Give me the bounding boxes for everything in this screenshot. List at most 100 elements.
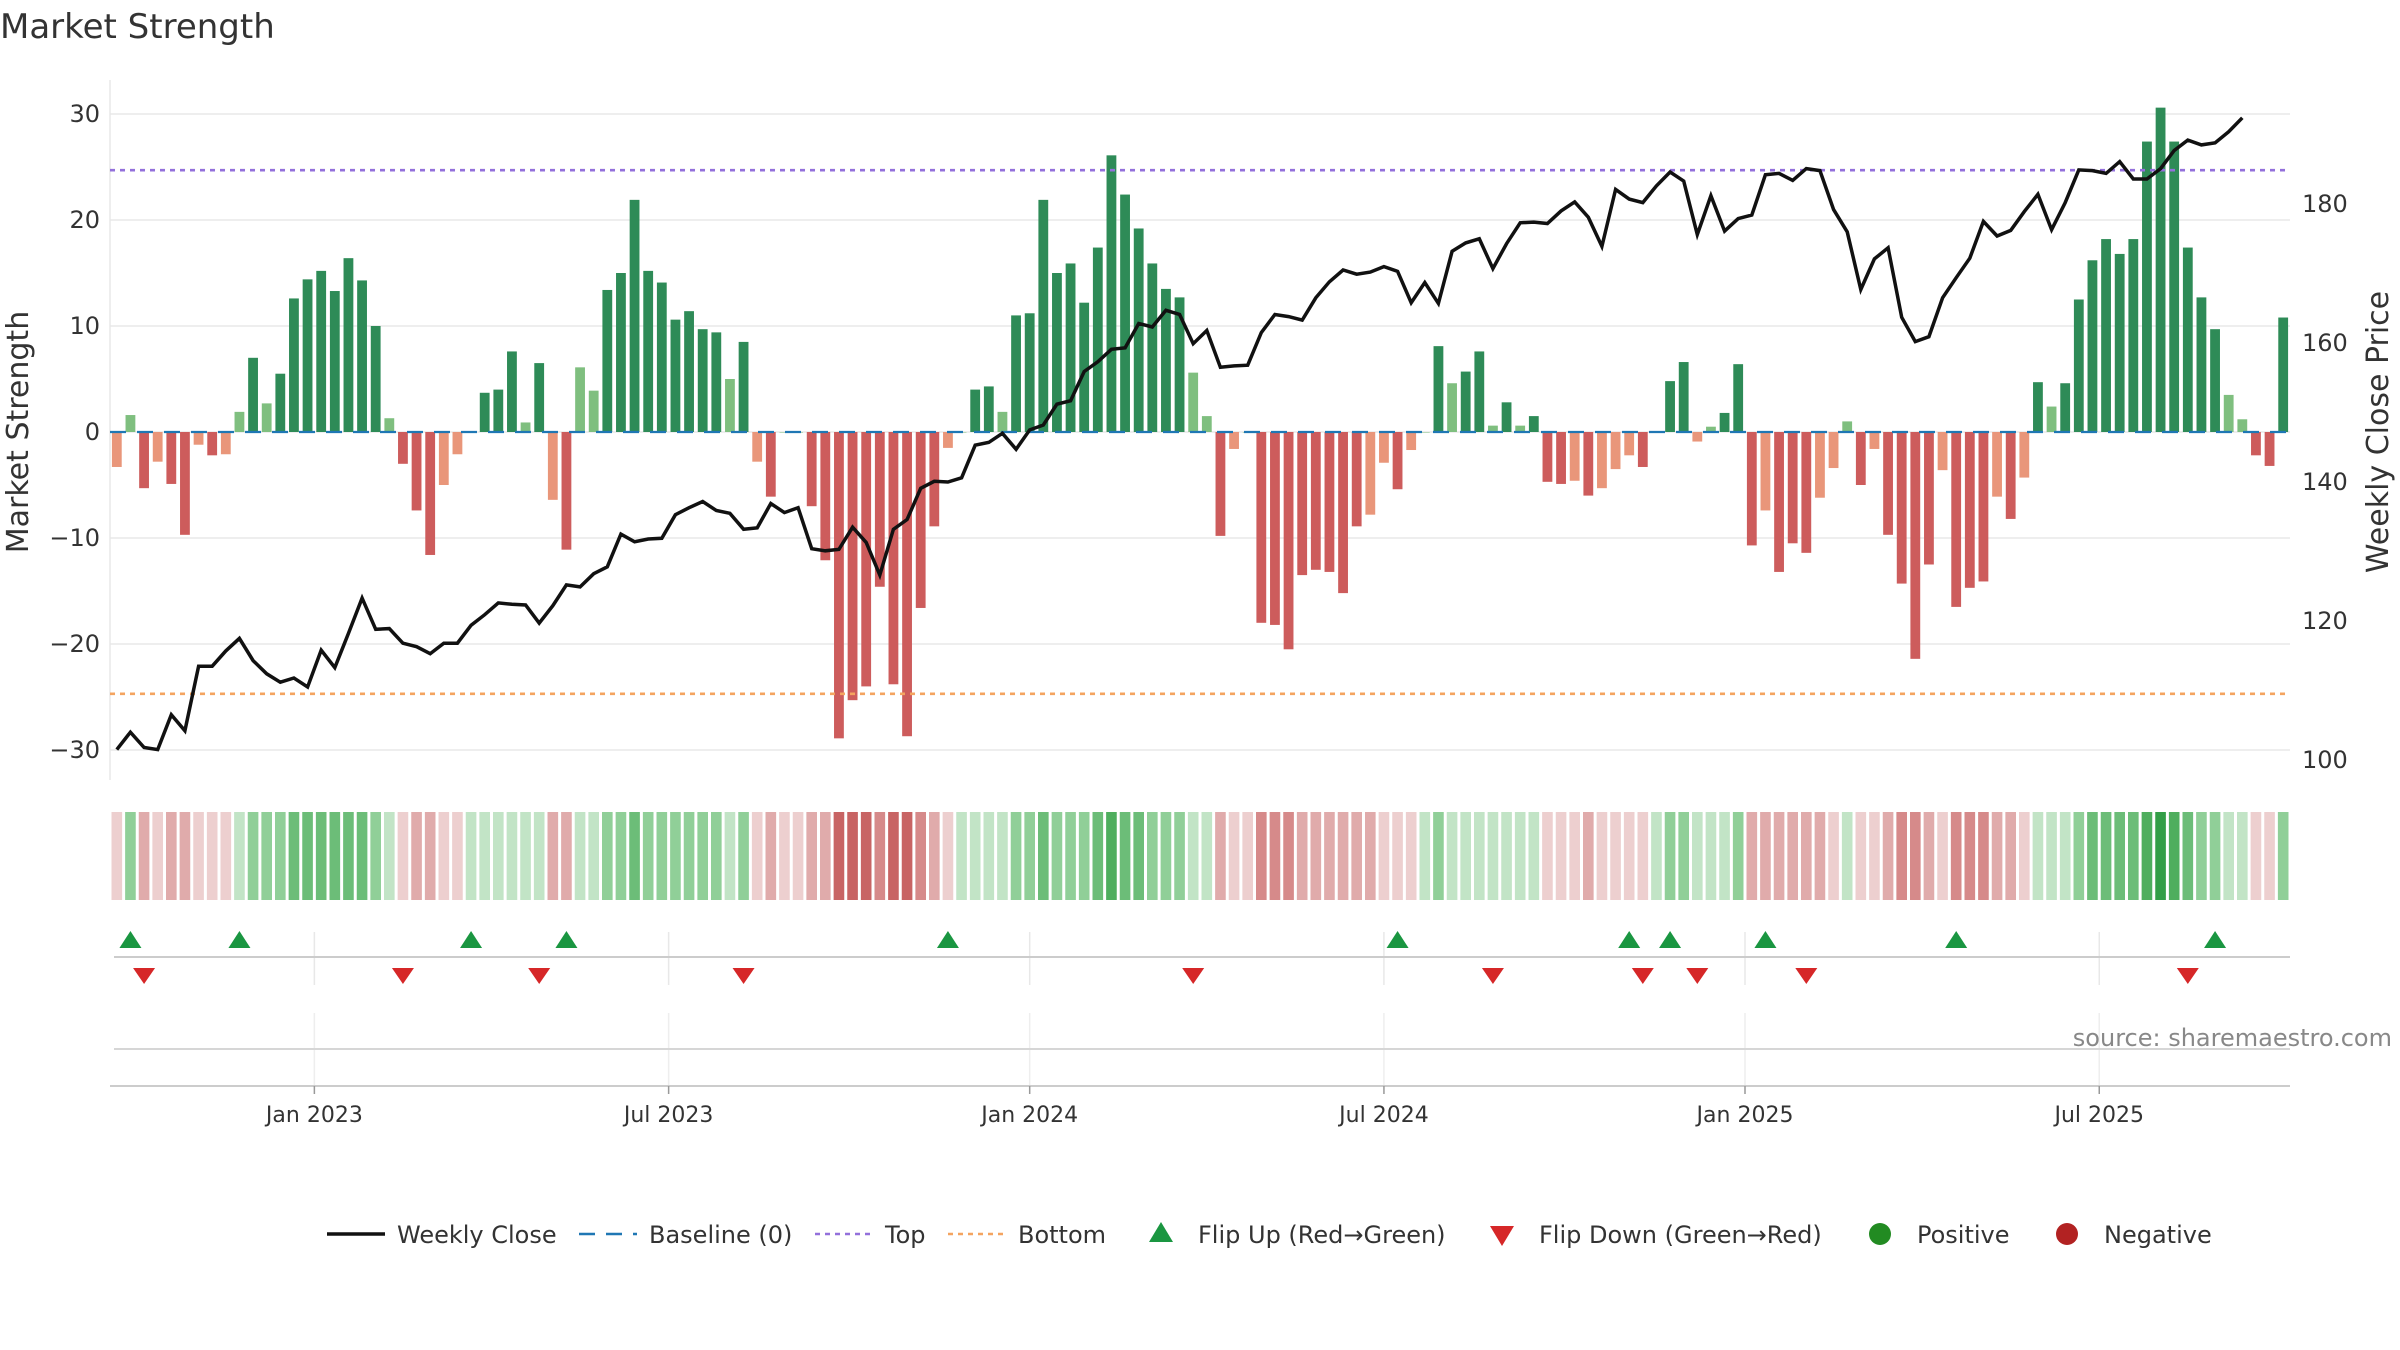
strength-bar-negative (1774, 432, 1784, 572)
rating-band-cell (1732, 812, 1744, 900)
rating-band-cell (1882, 812, 1894, 900)
rating-band-cell (424, 812, 436, 900)
x-tick-label: Jan 2024 (979, 1103, 1078, 1128)
y2-tick-label: 140 (2302, 468, 2348, 496)
strength-bar-positive (384, 418, 395, 432)
rating-band-cell (2196, 812, 2207, 900)
x-tick-label: Jul 2023 (622, 1103, 714, 1128)
strength-bar-positive (2033, 382, 2043, 432)
legend-item: Flip Up (Red→Green) (1149, 1221, 1446, 1249)
rating-band-cell (1991, 812, 2003, 900)
rating-band-cell (275, 812, 286, 900)
rating-band-cell (1555, 812, 1567, 900)
legend-item: Flip Down (Green→Red) (1490, 1221, 1822, 1249)
strength-bar-negative (438, 432, 449, 485)
strength-bar-positive (534, 363, 545, 432)
flip-up-marker (228, 931, 251, 948)
rating-band-cell (1460, 812, 1471, 900)
x-tick-label: Jul 2024 (1337, 1103, 1429, 1128)
flip-up-marker (1659, 931, 1682, 948)
rating-band-cell (1623, 812, 1635, 900)
rating-band-cell (1296, 812, 1308, 900)
rating-band-cell (384, 812, 395, 900)
strength-bar-negative (1624, 432, 1635, 456)
y-tick-label: 10 (69, 312, 100, 340)
strength-bar-negative (561, 432, 572, 550)
rating-band-cell (288, 812, 300, 900)
strength-bar-negative (1324, 432, 1335, 572)
weekly-close-line (115, 116, 2244, 752)
y2-axis-ticks: 180 160 140 120 100 (2302, 190, 2348, 774)
rating-band-cell (1051, 812, 1063, 900)
strength-bar-negative (207, 432, 218, 456)
strength-bar-positive (1038, 199, 1049, 432)
rating-band-cell (1310, 812, 1322, 900)
rating-band-cell (1910, 812, 1921, 900)
strength-bar-negative (1310, 432, 1321, 570)
strength-bar-negative (1392, 432, 1403, 490)
strength-bar-negative (1746, 432, 1757, 546)
flip-down-marker (2176, 968, 2199, 984)
strength-bar-positive (234, 411, 245, 432)
rating-band-cell (1719, 812, 1730, 900)
rating-band-cell (411, 812, 422, 900)
strength-bar-negative (1583, 432, 1594, 496)
rating-band-cell (1446, 812, 1458, 900)
rating-band-cell (888, 812, 899, 900)
strength-bar-positive (629, 199, 640, 432)
strength-bar-negative (220, 432, 231, 455)
rating-band-cell (2264, 812, 2275, 900)
rating-band-cell (969, 812, 981, 900)
lower-panel (110, 1013, 2290, 1087)
rating-band-cell (343, 812, 354, 900)
rating-band-cell (738, 812, 749, 900)
strength-bar-positive (1665, 381, 1675, 432)
rating-band-cell (2114, 812, 2125, 900)
rating-band-cell (1964, 812, 1976, 900)
flip-up-marker (460, 931, 483, 948)
strength-bar-negative (1883, 432, 1893, 535)
legend-flip-up-icon (1149, 1222, 1173, 1242)
strength-bar-negative (834, 432, 844, 739)
x-tick-label: Jan 2025 (1695, 1103, 1794, 1128)
flip-down-marker (1686, 968, 1709, 984)
rating-band-cell (1201, 812, 1213, 900)
rating-band-cell (179, 812, 191, 900)
legend-item: Negative (2056, 1221, 2212, 1249)
rating-band-cell (533, 812, 545, 900)
y2-axis-label: Weekly Close Price (2361, 291, 2396, 573)
strength-bar-positive (1201, 416, 1212, 432)
strength-bar-negative (943, 432, 953, 448)
strength-bar-positive (493, 389, 504, 432)
strength-bar-negative (2251, 432, 2261, 456)
chart-title: Market Strength (0, 7, 275, 47)
strength-bar-positive (302, 279, 313, 432)
legend-label: Bottom (1018, 1221, 1106, 1249)
strength-bar-negative (1855, 432, 1866, 485)
strength-bar-positive (125, 415, 136, 432)
strength-bar-positive (1447, 383, 1457, 432)
strength-bar-positive (2278, 317, 2289, 432)
strength-bar-positive (1719, 412, 1730, 432)
rating-band-cell (724, 812, 736, 900)
y2-tick-label: 120 (2302, 607, 2348, 635)
strength-bar-positive (1501, 402, 1512, 432)
strength-bar-positive (479, 392, 490, 432)
rating-band-cell (656, 812, 668, 900)
rating-band-cell (1010, 812, 1022, 900)
rating-band-cell (1269, 812, 1281, 900)
rating-band-cell (1487, 812, 1499, 900)
legend-item: Positive (1869, 1221, 2010, 1249)
strength-bar-positive (2223, 394, 2234, 432)
strength-bar-negative (1937, 432, 1948, 471)
rating-band-cell (1705, 812, 1717, 900)
rating-band-cell (2237, 812, 2248, 900)
rating-band-cell (2100, 812, 2112, 900)
strength-bar-negative (2264, 432, 2275, 466)
strength-bar-negative (1229, 432, 1239, 449)
rating-band-cell (315, 812, 327, 900)
rating-band-cell (1978, 812, 1989, 900)
rating-band (111, 812, 2289, 900)
rating-band-cell (452, 812, 463, 900)
